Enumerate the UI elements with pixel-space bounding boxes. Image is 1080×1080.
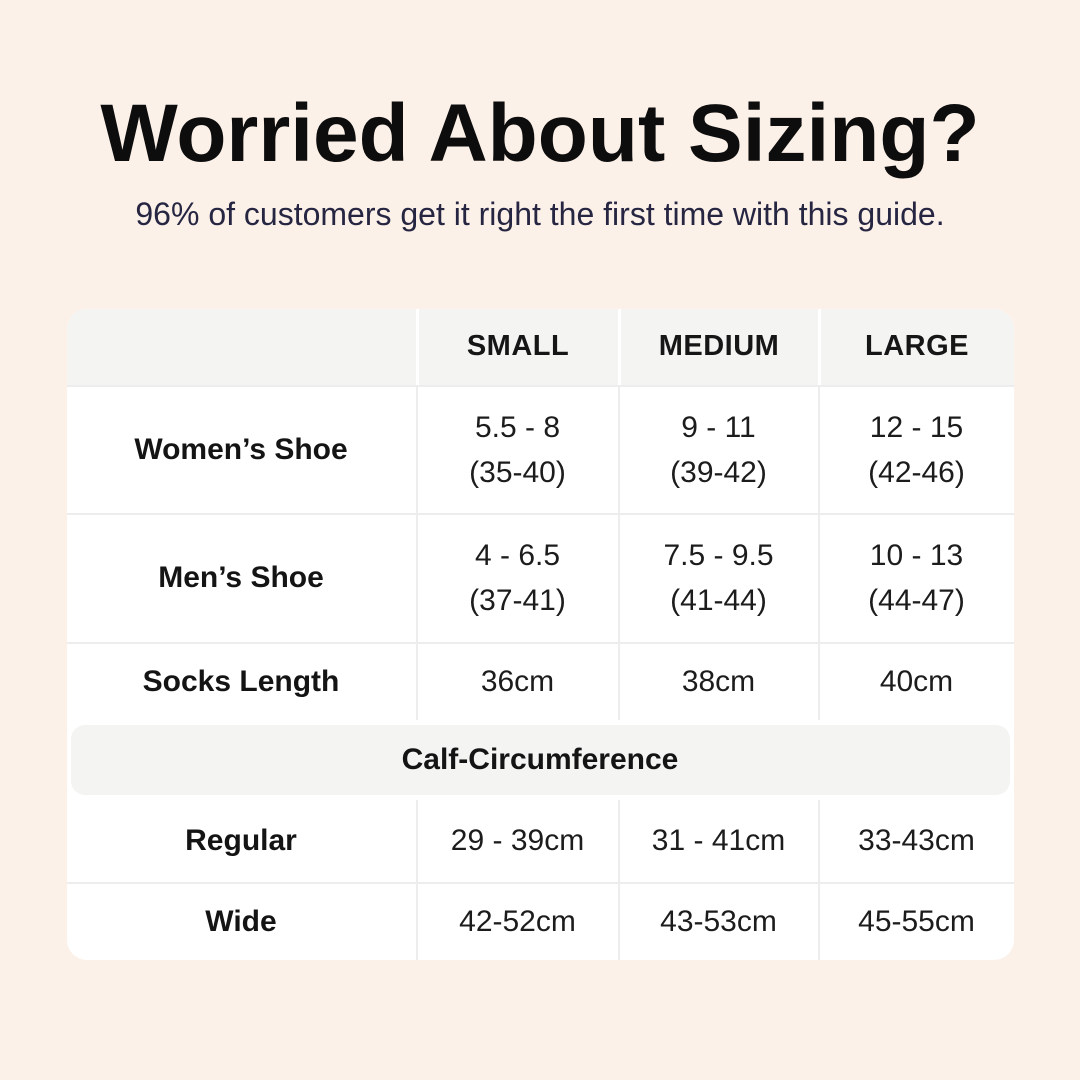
page-title: Worried About Sizing?	[100, 88, 980, 179]
column-header-large: LARGE	[817, 308, 1014, 385]
cell-value-line: (41-44)	[670, 584, 767, 618]
table-header-row: SMALL MEDIUM LARGE	[66, 308, 1014, 385]
table-cell: 5.5 - 8 (35-40)	[415, 386, 618, 513]
cell-value-line: (44-47)	[868, 584, 965, 618]
row-label-regular: Regular	[185, 823, 297, 857]
row-label-womens-shoe: Women’s Shoe	[134, 432, 348, 466]
header-empty-cell	[66, 308, 416, 385]
column-header-small: SMALL	[415, 308, 618, 385]
table-cell: 10 - 13 (44-47)	[817, 514, 1014, 642]
cell-value-line: 10 - 13	[869, 539, 964, 573]
table-cell: 43-53cm	[617, 883, 818, 960]
table-cell: 31 - 41cm	[617, 799, 818, 882]
table-cell: 4 - 6.5 (37-41)	[415, 514, 618, 642]
row-label-wide: Wide	[205, 904, 277, 938]
row-label-socks-length: Socks Length	[142, 664, 340, 698]
cell-value-line: 5.5 - 8	[474, 410, 561, 444]
table-cell: 9 - 11 (39-42)	[617, 386, 818, 513]
table-row-socks-length: Socks Length 36cm 38cm 40cm	[66, 641, 1014, 720]
table-cell: 29 - 39cm	[415, 799, 618, 882]
table-cell: 38cm	[617, 643, 818, 720]
column-header-medium: MEDIUM	[617, 308, 818, 385]
cell-value-line: 4 - 6.5	[474, 539, 561, 573]
table-cell: 33-43cm	[817, 799, 1014, 882]
table-row-regular: Regular 29 - 39cm 31 - 41cm 33-43cm	[67, 799, 1014, 882]
row-label-mens-shoe: Men’s Shoe	[158, 561, 324, 595]
table-cell: 40cm	[817, 643, 1014, 720]
cell-value-line: 9 - 11	[681, 410, 756, 444]
cell-value-line: 7.5 - 9.5	[663, 539, 774, 573]
table-cell: 12 - 15 (42-46)	[817, 386, 1014, 513]
cell-value-line: (37-41)	[469, 584, 566, 618]
table-row-wide: Wide 42-52cm 43-53cm 45-55cm	[66, 881, 1014, 960]
cell-value-line: (42-46)	[868, 455, 965, 489]
cell-value-line: (39-42)	[670, 455, 767, 489]
table-cell: 36cm	[415, 643, 618, 720]
table-cell: 45-55cm	[817, 883, 1014, 960]
table-row-mens-shoe: Men’s Shoe 4 - 6.5 (37-41) 7.5 - 9.5 (41…	[66, 512, 1014, 642]
table-cell: 42-52cm	[415, 883, 618, 960]
page-subtitle: 96% of customers get it right the first …	[135, 195, 945, 232]
sizing-table: SMALL MEDIUM LARGE Women’s Shoe 5.5 - 8 …	[66, 308, 1014, 960]
section-header-calf-circumference: Calf-Circumference	[70, 724, 1010, 795]
cell-value-line: 12 - 15	[869, 410, 964, 444]
table-cell: 7.5 - 9.5 (41-44)	[617, 514, 818, 642]
table-row-womens-shoe: Women’s Shoe 5.5 - 8 (35-40) 9 - 11 (39-…	[66, 384, 1014, 513]
cell-value-line: (35-40)	[469, 455, 566, 489]
